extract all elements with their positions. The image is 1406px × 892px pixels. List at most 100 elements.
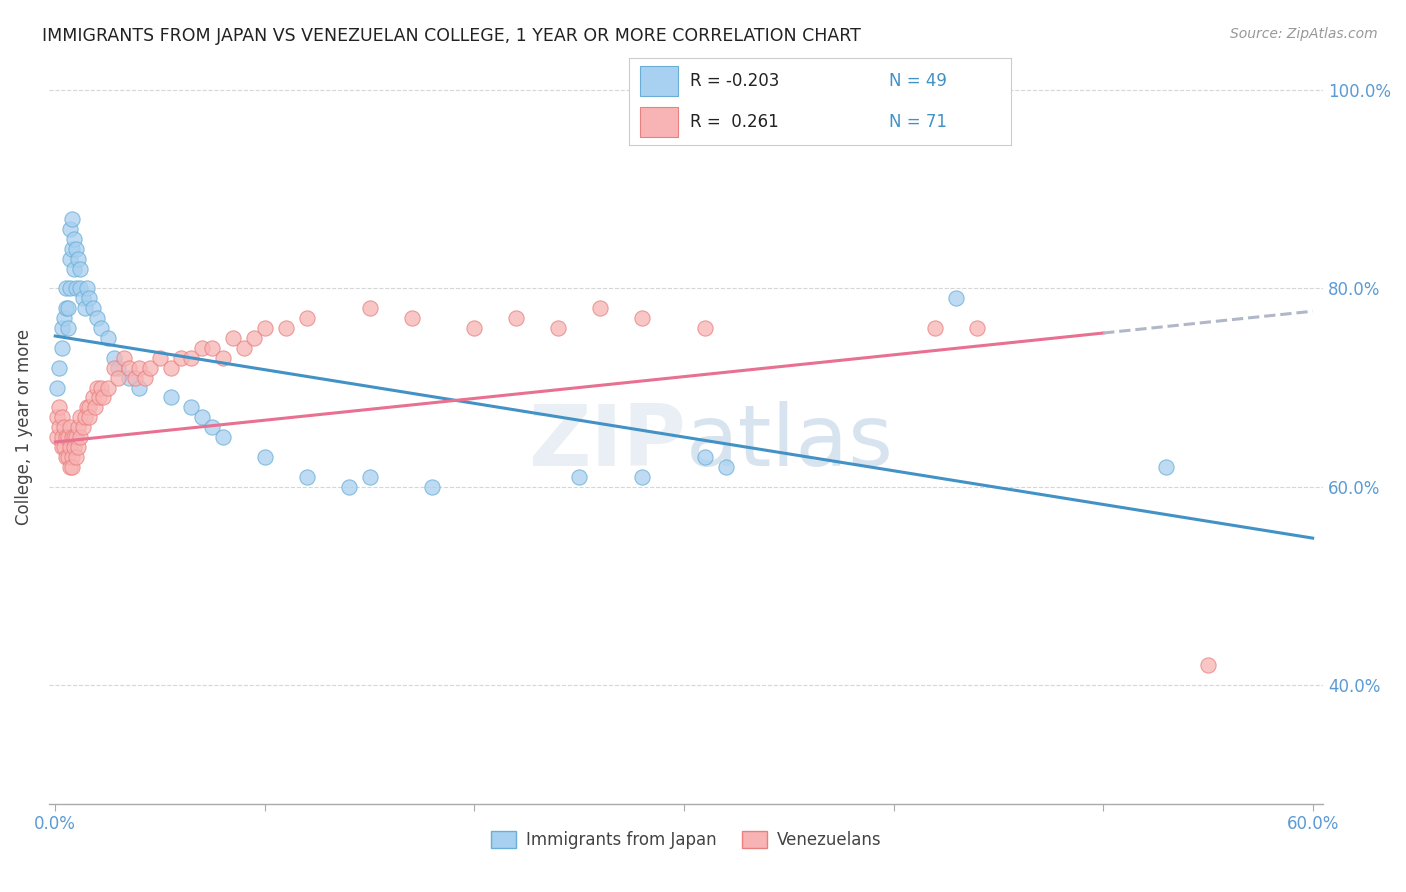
Point xyxy=(505,311,527,326)
Point xyxy=(69,430,91,444)
Point xyxy=(63,440,86,454)
Point xyxy=(232,341,254,355)
Text: ZIP: ZIP xyxy=(529,401,686,483)
Point xyxy=(359,469,381,483)
Point xyxy=(422,480,444,494)
Point xyxy=(149,351,172,365)
Point xyxy=(51,341,73,355)
Point xyxy=(46,410,69,425)
Point xyxy=(945,291,967,305)
Point xyxy=(60,459,83,474)
Point xyxy=(103,360,125,375)
Point xyxy=(86,380,108,394)
Point xyxy=(46,380,69,394)
Point xyxy=(274,321,297,335)
Point xyxy=(1154,459,1177,474)
Point xyxy=(56,450,79,464)
Point xyxy=(714,459,737,474)
Point xyxy=(65,242,87,256)
Point xyxy=(51,440,73,454)
Point xyxy=(180,401,202,415)
Point xyxy=(631,469,654,483)
Point xyxy=(48,360,70,375)
Point xyxy=(547,321,569,335)
Point xyxy=(51,430,73,444)
Point xyxy=(253,450,276,464)
Point xyxy=(52,420,75,434)
Point xyxy=(60,430,83,444)
Point xyxy=(243,331,266,345)
Point xyxy=(90,380,112,394)
Point xyxy=(159,360,181,375)
Point xyxy=(128,380,150,394)
Point xyxy=(337,480,360,494)
Point xyxy=(134,370,156,384)
Point xyxy=(191,341,214,355)
Point xyxy=(84,401,107,415)
Point xyxy=(966,321,988,335)
Point xyxy=(93,391,115,405)
Point xyxy=(63,430,86,444)
Point xyxy=(69,410,91,425)
Point xyxy=(63,261,86,276)
Point xyxy=(55,430,77,444)
Point xyxy=(51,321,73,335)
Point xyxy=(89,391,111,405)
Point xyxy=(124,370,146,384)
Point xyxy=(589,301,612,316)
Point xyxy=(60,212,83,227)
Point xyxy=(191,410,214,425)
Point xyxy=(63,232,86,246)
Point xyxy=(55,301,77,316)
Point xyxy=(180,351,202,365)
Point xyxy=(693,450,716,464)
Point xyxy=(138,360,160,375)
Point xyxy=(76,401,98,415)
Point xyxy=(97,331,120,345)
Point xyxy=(693,321,716,335)
Point xyxy=(69,281,91,295)
Point xyxy=(56,301,79,316)
Point xyxy=(73,410,96,425)
Point xyxy=(1197,657,1219,672)
Point xyxy=(60,450,83,464)
Point xyxy=(73,301,96,316)
Point xyxy=(201,341,224,355)
Point xyxy=(60,242,83,256)
Point xyxy=(97,380,120,394)
Text: Source: ZipAtlas.com: Source: ZipAtlas.com xyxy=(1230,27,1378,41)
Point xyxy=(72,291,94,305)
Point xyxy=(924,321,946,335)
Point xyxy=(77,401,100,415)
Point xyxy=(253,321,276,335)
Point xyxy=(212,351,235,365)
Point xyxy=(212,430,235,444)
Point xyxy=(86,311,108,326)
Point xyxy=(67,440,90,454)
Text: atlas: atlas xyxy=(686,401,894,483)
Point xyxy=(82,391,104,405)
Point xyxy=(46,430,69,444)
Point xyxy=(65,430,87,444)
Point xyxy=(359,301,381,316)
Point xyxy=(67,252,90,266)
Point xyxy=(67,420,90,434)
Point xyxy=(59,252,82,266)
Point xyxy=(56,430,79,444)
Point xyxy=(295,469,318,483)
Point xyxy=(82,301,104,316)
Point xyxy=(48,420,70,434)
Point xyxy=(631,311,654,326)
Point xyxy=(201,420,224,434)
Point xyxy=(112,351,135,365)
Point xyxy=(59,222,82,236)
Point xyxy=(401,311,423,326)
Text: IMMIGRANTS FROM JAPAN VS VENEZUELAN COLLEGE, 1 YEAR OR MORE CORRELATION CHART: IMMIGRANTS FROM JAPAN VS VENEZUELAN COLL… xyxy=(42,27,860,45)
Point xyxy=(77,291,100,305)
Point xyxy=(222,331,245,345)
Point xyxy=(117,370,139,384)
Point xyxy=(52,311,75,326)
Point xyxy=(463,321,485,335)
Point xyxy=(59,459,82,474)
Point xyxy=(117,360,139,375)
